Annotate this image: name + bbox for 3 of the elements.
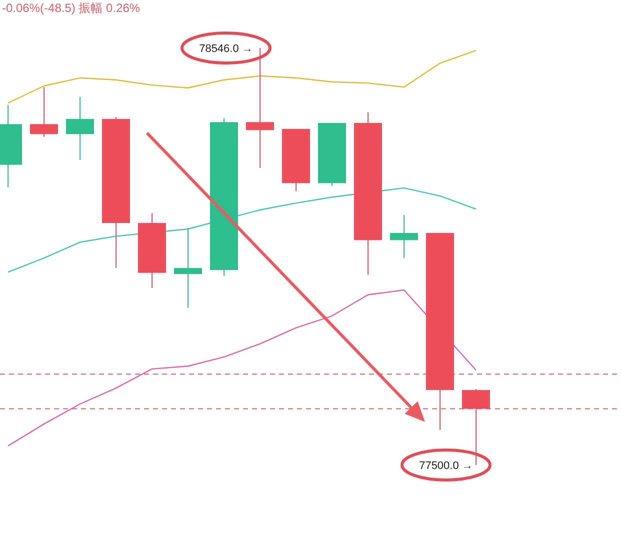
text: -0.06%(-48.5) 振幅 0.26% (2, 1, 140, 15)
annotation: 78546.0 → (199, 43, 253, 55)
annotation: 77500.0 → (419, 460, 473, 472)
